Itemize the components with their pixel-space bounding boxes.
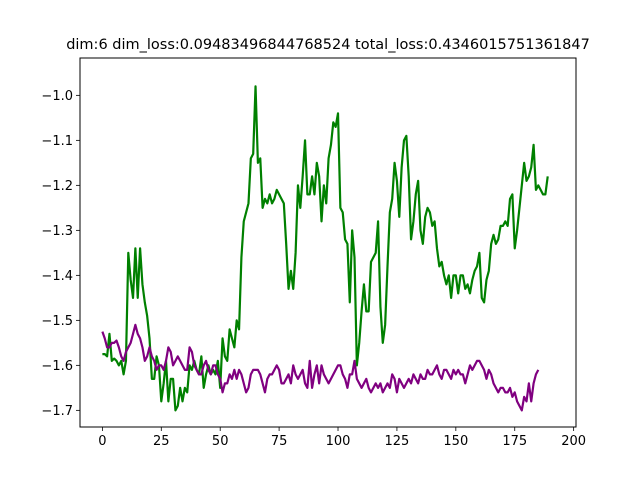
x-tick-label: 175: [502, 434, 527, 449]
x-tick-label: 200: [561, 434, 586, 449]
x-tick-label: 75: [271, 434, 288, 449]
y-tick-label: −1.1: [41, 134, 73, 149]
series-layer: [101, 85, 549, 412]
x-tick-label: 125: [385, 434, 410, 449]
y-tick-label: −1.0: [41, 89, 73, 104]
x-tick-label: 100: [326, 434, 351, 449]
chart-title: dim:6 dim_loss:0.09483496844768524 total…: [66, 37, 590, 53]
y-axis: −1.7 −1.6 −1.5 −1.4 −1.3 −1.2 −1.1 −1.0: [41, 89, 80, 419]
y-tick-label: −1.4: [41, 269, 73, 284]
y-tick-label: −1.2: [41, 179, 73, 194]
y-tick-label: −1.3: [41, 224, 73, 239]
x-tick-label: 0: [98, 434, 106, 449]
y-tick-label: −1.5: [41, 314, 73, 329]
series-line-1: [102, 85, 549, 412]
series-line-2: [101, 323, 540, 412]
plot-frame: [79, 57, 577, 428]
plot-area: [80, 58, 576, 427]
x-tick-label: 150: [443, 434, 468, 449]
y-tick-label: −1.6: [41, 359, 73, 374]
x-tick-label: 50: [212, 434, 229, 449]
y-tick-label: −1.7: [41, 404, 73, 419]
x-tick-label: 25: [153, 434, 170, 449]
x-axis: 0 25 50 75 100 125 150 175 200: [98, 427, 586, 449]
